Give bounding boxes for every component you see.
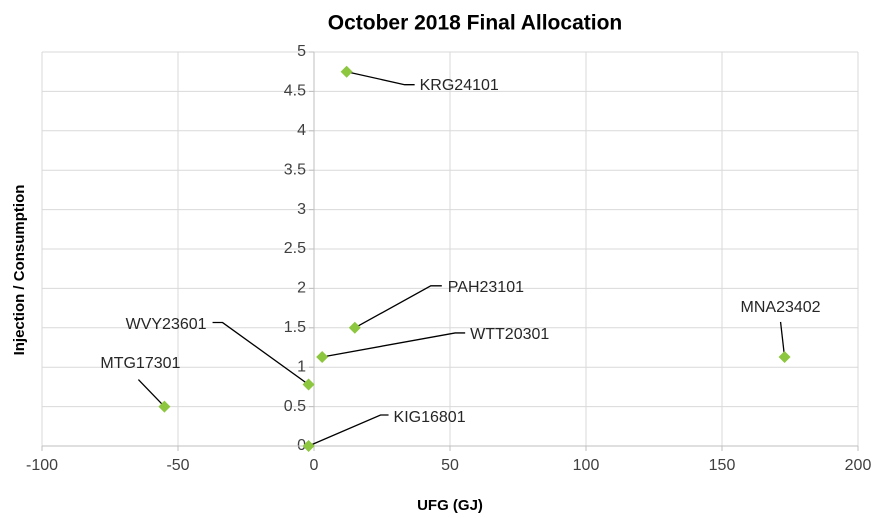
point-label: MNA23402 (741, 299, 821, 316)
point (778, 350, 791, 363)
leader-line (346, 71, 415, 86)
y-tick-label: 2 (297, 280, 306, 297)
x-tick-label: 150 (709, 457, 736, 474)
y-tick-label: 1.5 (284, 319, 306, 336)
point (302, 378, 315, 391)
leader-line (354, 285, 442, 329)
point-label: KRG24101 (420, 77, 499, 94)
leader-line (779, 321, 786, 358)
point (340, 65, 353, 78)
x-tick-label: -100 (26, 457, 58, 474)
point (348, 321, 361, 334)
leader-line (322, 332, 466, 358)
x-tick-label: -50 (166, 457, 189, 474)
point-label: KIG16801 (394, 409, 466, 426)
x-tick-label: 0 (310, 457, 319, 474)
point (302, 440, 315, 452)
point-label: PAH23101 (448, 279, 524, 296)
y-tick-label: 5 (297, 43, 306, 60)
y-tick-label: 2.5 (284, 240, 306, 257)
x-tick-label: 200 (845, 457, 872, 474)
y-tick-label: 4 (297, 122, 306, 139)
x-axis-title: UFG (GJ) (417, 497, 483, 514)
y-tick-label: 3 (297, 201, 306, 218)
y-tick-label: 4.5 (284, 83, 306, 100)
leader-line (212, 321, 309, 386)
y-tick-label: 0.5 (284, 398, 306, 415)
y-tick-label: 1 (297, 358, 306, 375)
y-tick-label: 3.5 (284, 161, 306, 178)
x-tick-label: 50 (441, 457, 459, 474)
point (158, 400, 171, 413)
leader-line (308, 414, 389, 447)
chart-title: October 2018 Final Allocation (328, 12, 622, 35)
y-axis-title: Injection / Consumption (11, 185, 28, 356)
point-label: WVY23601 (126, 316, 207, 333)
point (316, 350, 329, 363)
point-label: MTG17301 (100, 355, 180, 372)
x-tick-label: 100 (573, 457, 600, 474)
point-label: WTT20301 (470, 326, 549, 343)
leader-line (137, 379, 165, 408)
